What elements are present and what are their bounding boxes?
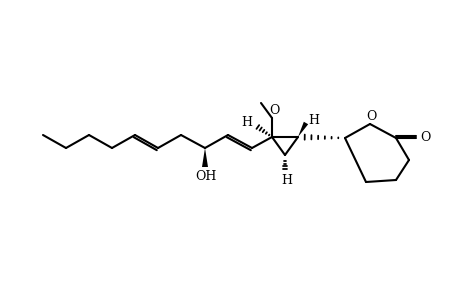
Polygon shape [297, 122, 308, 137]
Polygon shape [202, 148, 207, 167]
Text: O: O [365, 110, 375, 122]
Text: O: O [268, 103, 279, 116]
Text: O: O [419, 130, 429, 143]
Text: H: H [241, 116, 252, 128]
Text: H: H [281, 173, 292, 187]
Text: OH: OH [195, 169, 216, 182]
Text: H: H [308, 113, 319, 127]
